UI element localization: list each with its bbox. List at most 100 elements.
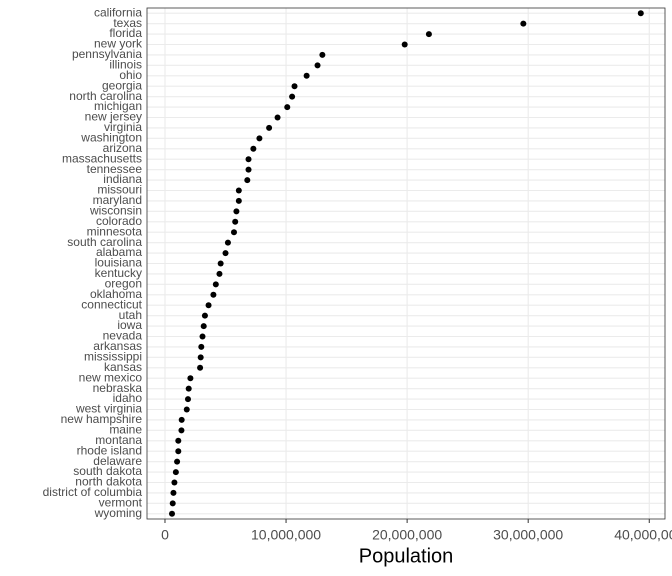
y-tick-label: arkansas <box>93 339 142 353</box>
dot <box>175 437 182 444</box>
y-tick-label: mississippi <box>84 350 142 364</box>
dot <box>169 500 176 507</box>
y-tick-label: kentucky <box>95 266 142 280</box>
dot <box>201 312 208 319</box>
x-tick-label: 30,000,000 <box>493 527 563 543</box>
y-tick-label: new mexico <box>79 370 143 384</box>
y-tick-label: wisconsin <box>89 204 142 218</box>
dot <box>230 229 237 236</box>
dot <box>235 197 242 204</box>
dot <box>314 62 321 69</box>
x-axis-title: Population <box>359 545 454 567</box>
dot <box>401 41 408 48</box>
dot <box>244 177 251 184</box>
y-tick-label: connecticut <box>81 297 142 311</box>
y-tick-label: kansas <box>104 360 142 374</box>
x-tick-label: 20,000,000 <box>372 527 442 543</box>
dot <box>235 187 242 194</box>
y-tick-label: illinois <box>109 58 142 72</box>
dot <box>197 364 204 371</box>
y-tick-label: missouri <box>97 183 142 197</box>
dot <box>184 396 191 403</box>
dot <box>183 406 190 413</box>
x-tick-label: 40,000,000 <box>614 527 672 543</box>
dot <box>197 354 204 361</box>
dot <box>172 469 179 476</box>
dot <box>217 260 224 267</box>
dot <box>200 323 207 330</box>
y-tick-label: indiana <box>103 172 142 186</box>
y-tick-label: washington <box>80 131 142 145</box>
dot <box>289 93 296 100</box>
dot <box>425 31 432 38</box>
dot <box>171 479 178 486</box>
y-tick-label: arizona <box>103 141 143 155</box>
dot <box>637 10 644 17</box>
dot <box>205 302 212 309</box>
y-tick-label: california <box>94 5 142 19</box>
y-tick-label: wyoming <box>94 506 142 520</box>
y-tick-label: new hampshire <box>61 412 143 426</box>
y-tick-label: vermont <box>99 496 143 510</box>
y-tick-label: michigan <box>94 99 142 113</box>
y-tick-label: nevada <box>103 329 143 343</box>
dot <box>178 416 185 423</box>
dot <box>274 114 281 121</box>
dot <box>232 218 239 225</box>
x-tick-label: 10,000,000 <box>251 527 321 543</box>
dot <box>224 239 231 246</box>
y-tick-label: montana <box>95 433 142 447</box>
y-tick-label: oregon <box>105 277 142 291</box>
dot <box>222 250 229 257</box>
dot <box>319 51 326 58</box>
y-tick-label: virginia <box>104 120 142 134</box>
dot <box>291 83 298 90</box>
y-tick-label: west virginia <box>75 402 142 416</box>
y-tick-label: massachusetts <box>62 151 142 165</box>
dot <box>245 156 252 163</box>
y-tick-label: minnesota <box>87 224 143 238</box>
y-tick-label: tennessee <box>87 162 143 176</box>
dot <box>233 208 240 215</box>
y-tick-label: new jersey <box>85 110 142 124</box>
y-tick-label: maine <box>109 423 142 437</box>
dot <box>303 72 310 79</box>
y-tick-label: rhode island <box>77 443 142 457</box>
y-tick-label: ohio <box>119 68 142 82</box>
dot <box>216 270 223 277</box>
y-tick-label: utah <box>119 308 142 322</box>
dot <box>256 135 263 142</box>
y-tick-label: texas <box>113 16 142 30</box>
y-tick-label: oklahoma <box>90 287 142 301</box>
dot <box>185 385 192 392</box>
dot <box>169 510 176 517</box>
dot <box>266 124 273 131</box>
y-tick-label: new york <box>94 37 143 51</box>
dot <box>170 489 177 496</box>
dot <box>178 427 185 434</box>
dot <box>284 104 291 111</box>
y-tick-label: colorado <box>96 214 142 228</box>
panel-border <box>146 7 666 520</box>
y-tick-label: maryland <box>93 193 142 207</box>
dot <box>174 458 181 465</box>
dot <box>199 333 206 340</box>
y-tick-label: georgia <box>102 78 142 92</box>
dot <box>212 281 219 288</box>
y-tick-label: nebraska <box>93 381 143 395</box>
y-tick-label: iowa <box>117 318 142 332</box>
y-tick-label: district of columbia <box>43 485 143 499</box>
y-tick-label: north carolina <box>69 89 142 103</box>
y-tick-label: north dakota <box>75 475 142 489</box>
dot <box>520 20 527 27</box>
y-tick-label: delaware <box>93 454 142 468</box>
dot <box>210 291 217 298</box>
x-tick-label: 0 <box>161 527 169 543</box>
y-tick-label: alabama <box>96 245 142 259</box>
dot <box>245 166 252 173</box>
y-tick-label: louisiana <box>95 256 143 270</box>
dot <box>250 145 257 152</box>
y-tick-label: south carolina <box>67 235 142 249</box>
y-tick-label: florida <box>109 26 142 40</box>
